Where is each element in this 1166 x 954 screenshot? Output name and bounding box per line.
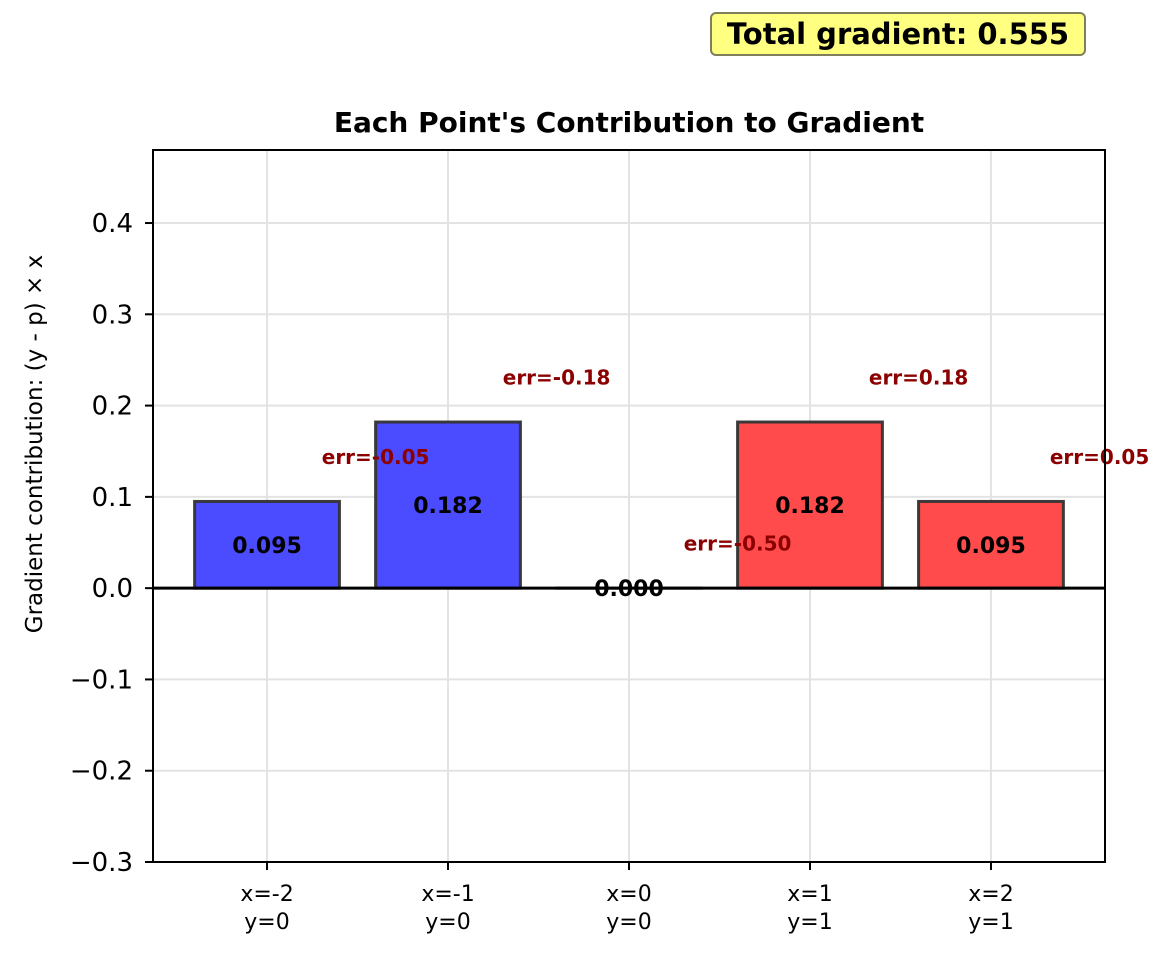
error-label: err=-0.18 [503, 365, 611, 389]
x-tick-label-x: x=-1 [421, 882, 474, 907]
y-tick-label: 0.3 [92, 300, 133, 330]
error-label: err=-0.05 [322, 445, 430, 469]
x-tick-label-x: x=-2 [240, 882, 293, 907]
x-tick-label-y: y=0 [244, 910, 289, 935]
bars [193, 420, 1065, 590]
y-tick-label: −0.1 [70, 665, 133, 695]
x-tick-label-x: x=1 [787, 882, 832, 907]
x-tick-label-x: x=0 [606, 882, 651, 907]
error-label: err=-0.50 [684, 532, 792, 556]
y-axis-label: Gradient contribution: (y - p) × x [22, 255, 48, 633]
y-tick-label: −0.3 [70, 848, 133, 878]
x-tick-label-y: y=0 [425, 910, 470, 935]
bar-value-label: 0.182 [775, 494, 845, 519]
bar-value-label: 0.000 [594, 577, 664, 602]
bar [736, 420, 884, 590]
axis-ticks: −0.3 −0.2 −0.1 0.0 0.1 0.2 0.3 0.4 x=-2 y=0 x=-1 y=… [70, 209, 1014, 935]
chart-title: Each Point's Contribution to Gradient [334, 106, 924, 139]
x-tick-label-x: x=2 [968, 882, 1013, 907]
bar [917, 499, 1065, 590]
x-tick-label-y: y=1 [968, 910, 1013, 935]
y-tick-label: 0.0 [92, 574, 133, 604]
error-label: err=0.18 [869, 365, 968, 389]
bar-value-label: 0.182 [413, 494, 483, 519]
y-tick-label: −0.2 [70, 757, 133, 787]
x-tick-label-y: y=1 [787, 910, 832, 935]
total-gradient-badge: Total gradient: 0.555 [710, 12, 1086, 56]
error-label: err=0.05 [1050, 445, 1149, 469]
y-tick-label: 0.2 [92, 392, 133, 422]
bar-value-label: 0.095 [232, 534, 302, 559]
x-tick-label-y: y=0 [606, 910, 651, 935]
y-tick-label: 0.4 [92, 209, 133, 239]
bar-value-label: 0.095 [956, 534, 1026, 559]
y-tick-label: 0.1 [92, 483, 133, 513]
data-labels: 0.095 err=-0.05 0.182 err=-0.18 0.000 err=-0.… [232, 365, 1149, 602]
